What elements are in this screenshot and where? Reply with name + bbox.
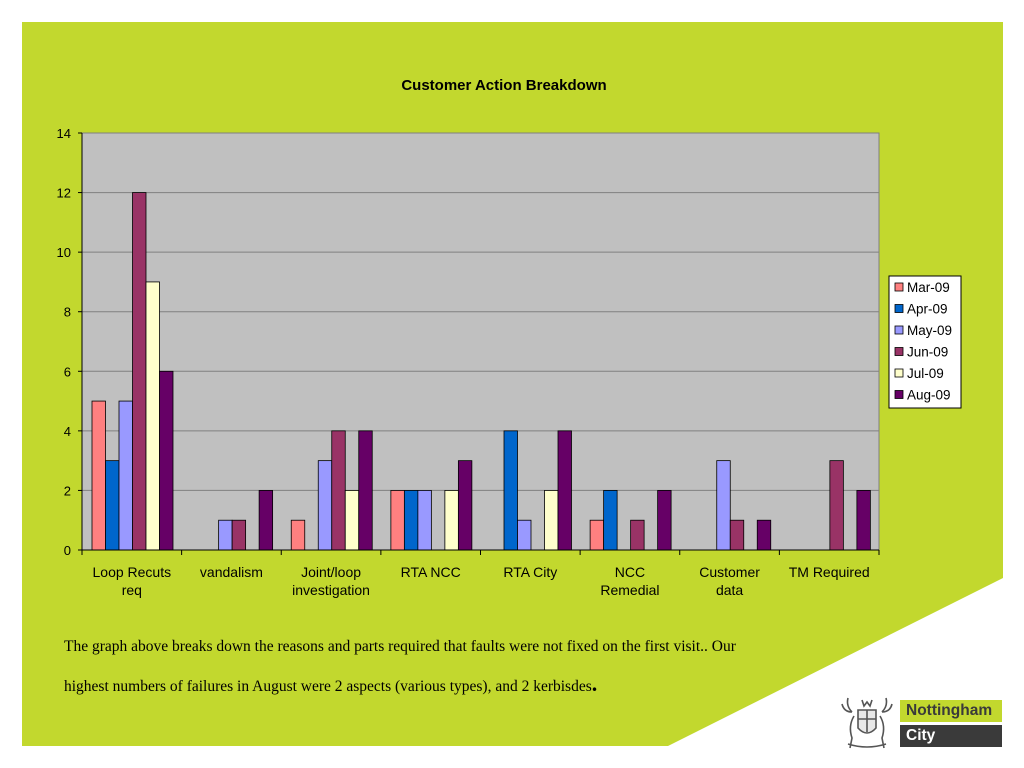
bars — [91, 192, 871, 551]
bar-may-09-0 — [118, 400, 133, 551]
legend-box — [888, 275, 962, 409]
bar-jun-09-5 — [630, 519, 645, 551]
bar-apr-09-0 — [105, 460, 120, 551]
x-category-label-line: req — [122, 582, 142, 598]
x-category-label-line: Customer — [699, 564, 760, 580]
caption-body: The graph above breaks down the reasons … — [64, 638, 736, 695]
x-category-label: Joint/loop investigation — [292, 564, 370, 598]
bar-apr-09-4 — [503, 430, 518, 551]
legend-swatch — [894, 304, 904, 313]
logo-text-city-council: City Council — [900, 725, 1002, 764]
x-category-label: RTA City — [503, 564, 557, 580]
gridlines — [82, 132, 879, 491]
legend-label: May-09 — [907, 323, 952, 338]
y-tick-label: 4 — [64, 424, 71, 439]
bar-jul-09-2 — [344, 490, 360, 551]
bar-jun-09-7 — [829, 460, 844, 551]
bar-aug-09-1 — [258, 490, 274, 551]
y-tick-label: 10 — [57, 245, 71, 260]
x-category-label: TM Required — [789, 564, 870, 580]
bar-aug-09-0 — [159, 370, 174, 551]
x-axis-categories: Loop Recuts req vandalism Joint/loop investi… — [81, 550, 880, 598]
x-category-label-line: TM Required — [789, 564, 870, 580]
bar-aug-09-2 — [358, 430, 373, 551]
legend-swatch — [894, 282, 904, 292]
caption-period: . — [591, 671, 598, 696]
y-tick-label: 2 — [64, 483, 71, 498]
legend-swatch — [894, 390, 904, 399]
legend-swatch — [894, 347, 904, 356]
legend-label: Mar-09 — [907, 280, 950, 295]
bar-may-09-6 — [716, 460, 731, 551]
y-tick-label: 12 — [57, 186, 71, 201]
coat-of-arms-icon — [841, 697, 893, 749]
bar-mar-09-0 — [91, 400, 106, 551]
y-tick-label: 0 — [64, 543, 71, 558]
legend: Mar-09 Apr-09 May-09 Jun-09 Jul-09 Aug-09 — [888, 275, 962, 409]
bar-jul-09-4 — [544, 490, 559, 551]
x-category-label-line: Remedial — [600, 582, 659, 598]
legend-label: Aug-09 — [907, 388, 951, 403]
x-category-label-line: investigation — [292, 582, 370, 598]
caption-text: The graph above breaks down the reasons … — [64, 628, 764, 705]
bar-aug-09-6 — [756, 519, 772, 551]
bar-aug-09-3 — [457, 460, 473, 551]
bar-may-09-3 — [417, 490, 432, 551]
x-category-label: Customer data — [699, 564, 760, 598]
y-tick-label: 14 — [57, 126, 71, 141]
bar-may-09-2 — [317, 460, 333, 551]
legend-label: Apr-09 — [907, 302, 948, 317]
bar-mar-09-3 — [390, 490, 405, 551]
x-category-label-line: data — [716, 582, 743, 598]
bar-aug-09-7 — [856, 490, 871, 551]
chart-plot-area — [81, 132, 880, 551]
council-logo: Nottingham City Council — [900, 700, 1002, 764]
bar-jun-09-6 — [729, 519, 745, 551]
bar-apr-09-3 — [403, 490, 419, 551]
bar-mar-09-5 — [589, 519, 605, 551]
x-category-label-line: Loop Recuts — [93, 564, 172, 580]
x-category-label-line: NCC — [615, 564, 645, 580]
legend-swatch — [894, 325, 904, 335]
y-tick-label: 8 — [64, 305, 71, 320]
y-axis-ticks: 0 2 4 6 8 10 12 14 — [57, 126, 82, 558]
bar-mar-09-2 — [290, 519, 306, 551]
y-tick-label: 6 — [64, 364, 71, 379]
bar-jul-09-0 — [145, 281, 160, 551]
x-category-label-line: RTA City — [503, 564, 557, 580]
x-category-label: vandalism — [200, 564, 263, 580]
bar-apr-09-5 — [603, 490, 618, 551]
x-category-label-line: vandalism — [200, 564, 263, 580]
bar-jun-09-2 — [331, 430, 346, 551]
logo-text-nottingham: Nottingham — [900, 700, 1002, 722]
x-category-label: Loop Recuts req — [93, 564, 172, 598]
x-category-label: RTA NCC — [401, 564, 461, 580]
legend-label: Jul-09 — [907, 366, 944, 381]
bar-jun-09-1 — [231, 519, 247, 551]
bar-aug-09-5 — [657, 490, 672, 551]
bar-aug-09-4 — [557, 430, 572, 551]
x-category-label-line: Joint/loop — [301, 564, 361, 580]
x-category-label-line: RTA NCC — [401, 564, 461, 580]
bar-may-09-1 — [218, 519, 233, 551]
chart-title: Customer Action Breakdown — [401, 77, 606, 94]
bar-jul-09-3 — [444, 490, 459, 551]
x-category-label: NCC Remedial — [600, 564, 659, 598]
bar-may-09-4 — [517, 519, 532, 551]
legend-label: Jun-09 — [907, 345, 948, 360]
legend-swatch — [894, 368, 904, 378]
bar-jun-09-0 — [132, 192, 147, 551]
